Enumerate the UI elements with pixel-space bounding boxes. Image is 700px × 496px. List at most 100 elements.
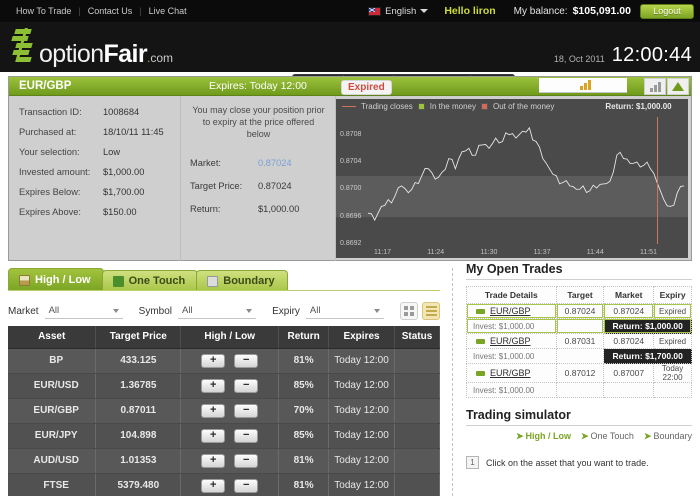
low-button[interactable]: − (234, 428, 259, 443)
table-row[interactable]: AUD/USD 1.01353 + −81% Today 12:00 (8, 448, 441, 474)
table-row[interactable]: EUR/JPY 104.898 + −85% Today 12:00 (8, 423, 441, 449)
language-selector[interactable]: English (368, 6, 429, 17)
cell-return: 70% (278, 398, 330, 424)
open-trade-row[interactable]: EUR/GBP 0.87024 0.87024 Expired (466, 303, 692, 319)
high-button[interactable]: + (201, 478, 226, 493)
market-select[interactable]: All (44, 303, 123, 319)
tab-one-touch[interactable]: One Touch (101, 270, 199, 291)
logo-text: optionFair (39, 40, 148, 69)
logout-button[interactable]: Logout (640, 3, 694, 19)
trade-detail-header: EUR/GBP Expires: Today 12:00 Expired (9, 77, 691, 96)
table-row[interactable]: FTSE 5379.480 + −81% Today 12:00 (8, 473, 441, 496)
cell-spacer (555, 382, 605, 398)
trade-asset-link[interactable]: EUR/GBP (490, 336, 531, 346)
cell-spacer (555, 318, 605, 334)
cell-market: 0.87024 (603, 303, 655, 319)
low-button[interactable]: − (234, 403, 259, 418)
cell-asset[interactable]: AUD/USD (8, 448, 97, 474)
cell-trade-asset[interactable]: EUR/GBP (466, 333, 557, 349)
trade-asset-link[interactable]: EUR/GBP (490, 306, 531, 316)
chart-y-tick: 0.8700 (340, 185, 362, 193)
cell-target-price: 0.87011 (95, 398, 182, 424)
open-trade-row[interactable]: EUR/GBP 0.87012 0.87007 Today 22:00 (466, 363, 692, 383)
col-asset[interactable]: Asset (8, 326, 97, 349)
info-value: Low (103, 147, 121, 157)
link-contact-us[interactable]: Contact Us (87, 6, 133, 16)
tab-high-low[interactable]: High / Low (8, 268, 104, 291)
cell-asset[interactable]: EUR/USD (8, 373, 97, 399)
price-chart[interactable]: Trading closes In the money Out of the m… (336, 99, 688, 258)
info-value: $1,000.00 (103, 167, 145, 177)
expiry-select[interactable]: All (305, 303, 384, 319)
chart-y-tick: 0.8696 (340, 212, 362, 220)
chart-plot-area: 0.8708 0.8704 0.8700 0.8696 0.8692 11:17 11:24… (336, 117, 688, 258)
table-row[interactable]: EUR/GBP 0.87011 + −70% Today 12:00 (8, 398, 441, 424)
cell-trade-asset[interactable]: EUR/GBP (466, 363, 557, 383)
candlestick-chart-icon[interactable] (644, 78, 666, 95)
tab-boundary[interactable]: Boundary (196, 270, 288, 291)
symbol-select[interactable]: All (178, 303, 257, 319)
link-live-chat[interactable]: Live Chat (148, 6, 187, 16)
chevron-down-icon (420, 9, 429, 13)
area-chart-icon[interactable] (667, 78, 689, 95)
low-button[interactable]: − (234, 353, 259, 368)
cell-expiry: Today 22:00 (653, 363, 692, 383)
list-view-icon[interactable] (422, 302, 440, 320)
tab-label: Boundary (223, 275, 275, 287)
one-touch-icon (112, 275, 124, 287)
cell-asset[interactable]: FTSE (8, 473, 97, 496)
close-position-note: You may close your position prior to exp… (192, 105, 325, 139)
col-return[interactable]: Return (278, 326, 330, 349)
info-label: Purchased at: (19, 127, 77, 137)
sim-link-one-touch[interactable]: ➤ One Touch (581, 431, 634, 441)
cell-asset[interactable]: BP (8, 348, 97, 374)
high-button[interactable]: + (201, 353, 226, 368)
open-trades-body: EUR/GBP 0.87024 0.87024 Expired Invest: $1,0… (466, 303, 692, 398)
link-how-to-trade[interactable]: How To Trade (16, 6, 72, 16)
trade-asset-title: EUR/GBP (19, 80, 72, 92)
cell-target-price: 104.898 (95, 423, 182, 449)
high-button[interactable]: + (201, 453, 226, 468)
logo[interactable]: optionFair . com (10, 28, 173, 69)
col-expires[interactable]: Expires (328, 326, 395, 349)
high-button[interactable]: + (201, 378, 226, 393)
cell-market: 0.87024 (603, 333, 655, 349)
cell-spacer (603, 382, 655, 398)
open-trade-row[interactable]: EUR/GBP 0.87031 0.87024 Expired (466, 333, 692, 349)
low-button[interactable]: − (234, 378, 259, 393)
trade-asset-link[interactable]: EUR/GBP (490, 368, 531, 378)
col-status[interactable]: Status (394, 326, 441, 349)
assets-table-body: BP 433.125 + −81% Today 12:00 EUR/USD 1.36785 +… (8, 348, 441, 496)
cell-asset[interactable]: EUR/JPY (8, 423, 97, 449)
in-the-money-swatch-icon (417, 103, 425, 110)
table-row[interactable]: EUR/USD 1.36785 + −85% Today 12:00 (8, 373, 441, 399)
high-button[interactable]: + (201, 428, 226, 443)
low-button[interactable]: − (234, 453, 259, 468)
col-high-low[interactable]: High / Low (180, 326, 280, 349)
sim-link-boundary[interactable]: ➤ Boundary (643, 431, 692, 441)
close-value-market: 0.87024 (258, 158, 292, 168)
grid-view-icon[interactable] (400, 302, 418, 320)
col-target-price[interactable]: Target Price (95, 326, 182, 349)
close-row-target-price: Target Price: 0.87024 (190, 181, 327, 191)
low-button[interactable]: − (234, 478, 259, 493)
chart-y-tick: 0.8704 (340, 158, 362, 165)
high-button[interactable]: + (201, 403, 226, 418)
trade-expires-label: Expires: Today 12:00 (209, 80, 307, 92)
col-trade-details: Trade Details (466, 286, 557, 304)
cell-invest: Invest: $1,000.00 (466, 348, 557, 364)
table-row[interactable]: BP 433.125 + −81% Today 12:00 (8, 348, 441, 374)
cell-asset[interactable]: EUR/GBP (8, 398, 97, 424)
cell-target-price: 433.125 (95, 348, 182, 374)
bar-chart-icon[interactable] (539, 78, 627, 93)
cell-trade-asset[interactable]: EUR/GBP (466, 303, 557, 319)
logo-dot: . (146, 51, 151, 65)
info-row-invested-amount: Invested amount: $1,000.00 (19, 167, 180, 177)
sim-link-high-low[interactable]: ➤ High / Low (515, 431, 571, 441)
cell-return: 81% (278, 348, 330, 374)
open-trades-title: My Open Trades (466, 262, 692, 280)
cell-return: 81% (278, 473, 330, 496)
current-time: 12:00:44 (611, 44, 692, 66)
cell-status (394, 373, 441, 399)
info-value: 18/10/11 11:45 (103, 127, 164, 137)
